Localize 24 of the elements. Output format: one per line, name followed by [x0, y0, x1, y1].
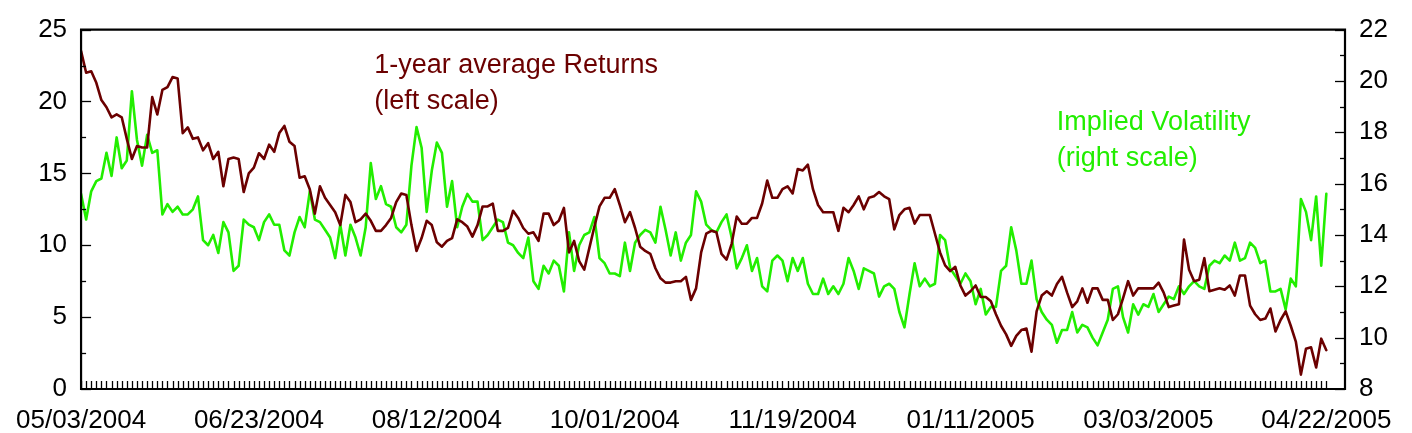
x-tick-label: 08/12/2004 [371, 403, 502, 433]
text: Implied Volatility (right scale) [1056, 105, 1251, 172]
x-tick-label: 01/11/2005 [906, 403, 1035, 433]
y2-tick-label: 16 [1359, 166, 1388, 197]
y2-tick-label: 10 [1359, 320, 1388, 351]
x-tick-label: 04/22/2005 [1261, 403, 1392, 433]
y2-tick-label: 22 [1359, 12, 1388, 43]
x-tick-label: 03/03/2005 [1083, 403, 1214, 433]
y2-tick-label: 18 [1359, 115, 1388, 146]
x-tick-label: 11/19/2004 [728, 403, 857, 433]
y2-tick-label: 20 [1359, 64, 1388, 95]
y2-tick-label: 8 [1359, 372, 1374, 403]
y2-tick-label: 14 [1359, 218, 1388, 249]
y-tick-label: 25 [38, 12, 68, 43]
y-tick-label: 5 [52, 300, 68, 331]
y2-tick-label: 12 [1359, 269, 1388, 300]
y-tick-label: 15 [38, 156, 68, 187]
x-tick-label: 10/01/2004 [549, 403, 680, 433]
x-tick-label: 06/23/2004 [193, 403, 325, 433]
y-tick-label: 10 [38, 228, 68, 259]
x-tick-label: 05/03/2004 [15, 403, 147, 433]
text: 1-year average Returns (left scale) [374, 49, 658, 116]
y-tick-label: 0 [52, 372, 68, 403]
y-tick-label: 20 [38, 84, 68, 115]
